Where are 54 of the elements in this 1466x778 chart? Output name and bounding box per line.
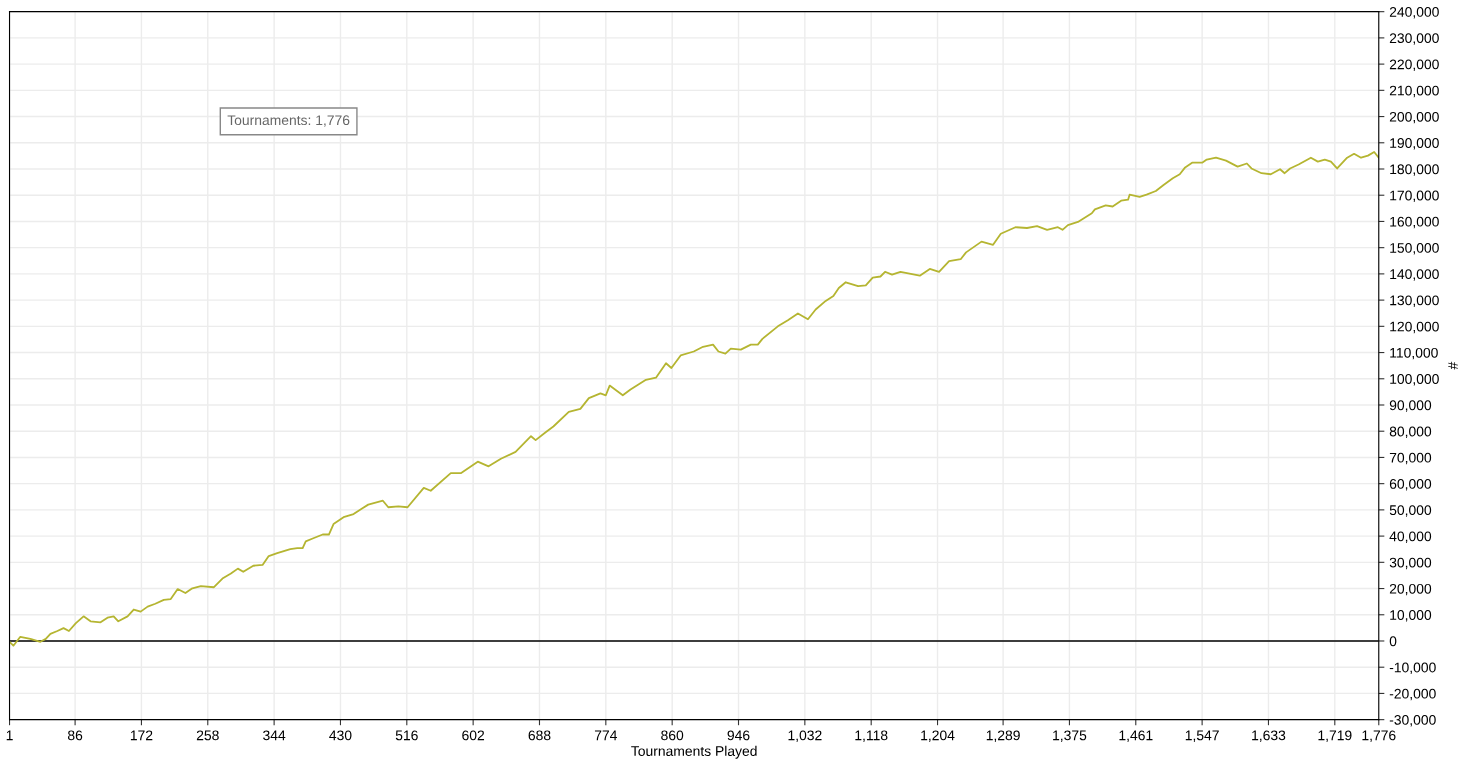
x-tick-label: 1,375 [1053, 730, 1087, 742]
line-series [9, 151, 1379, 647]
y-tick-label: 10,000 [1390, 610, 1432, 622]
y-tick-label: 110,000 [1390, 347, 1438, 360]
x-tick-label: 86 [67, 730, 83, 741]
x-tick-label: 1,633 [1252, 730, 1286, 742]
x-tick-label: 946 [727, 730, 750, 741]
x-tick-label: 1,547 [1185, 730, 1219, 742]
y-tick-label: 200,000 [1389, 111, 1439, 124]
x-tick-label: 688 [528, 730, 551, 741]
y-tick-label: 210,000 [1389, 85, 1439, 98]
x-tick-label: 1,461 [1119, 730, 1153, 742]
y-tick-label: 60,000 [1389, 478, 1432, 491]
y-tick-label: -30,000 [1389, 714, 1436, 727]
x-tick-label: 774 [594, 730, 618, 741]
x-tick-label: 1,118 [855, 730, 888, 742]
x-tick-label: 516 [395, 730, 418, 741]
x-tick-label: 1,719 [1318, 730, 1352, 742]
y-tick-label: -10,000 [1389, 662, 1436, 675]
y-tick-label: 230,000 [1389, 33, 1439, 45]
y-tick-label: 120,000 [1390, 321, 1439, 334]
y-tick-label: 190,000 [1390, 138, 1439, 150]
y-tick-label: 20,000 [1389, 583, 1432, 596]
y-tick-label: 50,000 [1389, 505, 1432, 517]
y-tick-label: 240,000 [1389, 7, 1439, 19]
y-tick-label: 30,000 [1389, 557, 1432, 570]
x-tick-label: 258 [196, 730, 219, 741]
x-tick-label: 344 [263, 730, 286, 741]
y-tick-label: 130,000 [1390, 295, 1439, 307]
x-tick-label: 860 [661, 730, 684, 741]
x-tick-label: 1 [6, 730, 13, 741]
x-tick-label: 1,032 [788, 730, 822, 742]
y-tick-label: 180,000 [1390, 164, 1439, 176]
x-axis-title: Tournaments Played [631, 745, 757, 759]
y-tick-label: 0 [1389, 636, 1397, 647]
x-tick-label: 1,289 [986, 730, 1020, 742]
y-tick-label: 70,000 [1389, 452, 1432, 465]
y-tick-label: 40,000 [1389, 531, 1432, 543]
y-axis-title: # [1448, 361, 1458, 370]
y-tick-label: -20,000 [1389, 688, 1436, 701]
y-tick-label: 170,000 [1390, 190, 1439, 203]
y-tick-label: 160,000 [1390, 216, 1439, 229]
annotation: Tournaments: 1,776 [227, 115, 350, 127]
x-tick-label: 430 [329, 730, 352, 741]
y-tick-label: 100,000 [1390, 374, 1439, 386]
y-tick-label: 90,000 [1389, 400, 1432, 412]
y-tick-label: 150,000 [1390, 243, 1439, 255]
y-tick-label: 140,000 [1390, 269, 1439, 281]
x-tick-label: 1,204 [921, 730, 955, 742]
y-tick-label: 220,000 [1389, 59, 1439, 71]
x-tick-label: 1,776 [1362, 730, 1396, 742]
x-tick-label: 602 [462, 730, 485, 741]
y-tick-label: 80,000 [1389, 426, 1432, 439]
x-tick-label: 172 [130, 730, 153, 741]
